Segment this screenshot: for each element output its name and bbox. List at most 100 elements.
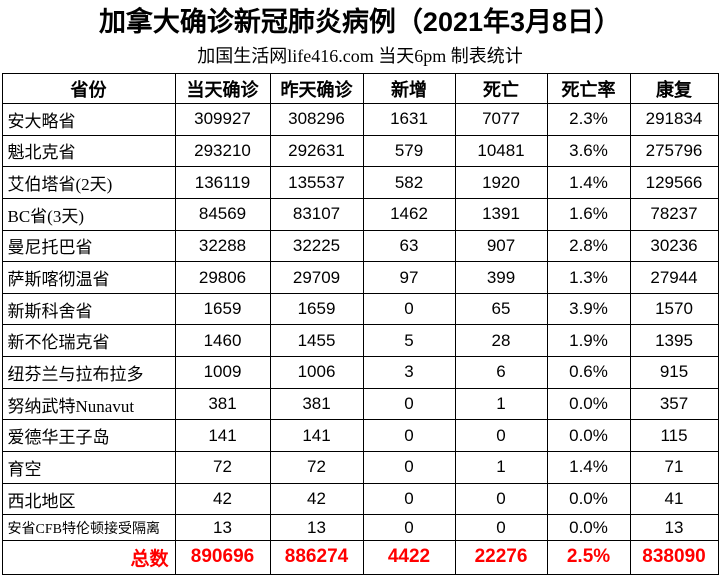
value-cell: 399	[454, 261, 548, 294]
province-cell: 萨斯喀彻温省	[1, 261, 176, 294]
province-cell: 努纳武特Nunavut	[1, 387, 176, 421]
value-cell: 1460	[174, 324, 271, 358]
total-label: 总数	[1, 539, 176, 576]
value-cell: 1.3%	[546, 261, 631, 294]
value-cell: 97	[362, 261, 456, 294]
value-cell: 915	[629, 356, 719, 389]
value-cell: 0	[362, 387, 456, 421]
value-cell: 1462	[362, 197, 456, 231]
total-value-cell: 890696	[174, 539, 271, 576]
value-cell: 28	[454, 324, 548, 358]
value-cell: 83107	[269, 197, 364, 231]
value-cell: 0.0%	[546, 514, 631, 541]
value-cell: 1631	[362, 103, 456, 136]
table-body: 安大略省 309927 308296 1631 7077 2.3% 291834 魁北克省 29…	[1, 103, 719, 576]
value-cell: 293210	[174, 134, 271, 168]
province-cell: 曼尼托巴省	[1, 229, 176, 263]
table-row: 曼尼托巴省 32288 32225 63 907 2.8% 30236	[1, 229, 719, 263]
value-cell: 42	[269, 482, 364, 516]
value-cell: 0	[362, 292, 456, 326]
value-cell: 381	[269, 387, 364, 421]
value-cell: 2.8%	[546, 229, 631, 263]
table-row: 萨斯喀彻温省 29806 29709 97 399 1.3% 27944	[1, 261, 719, 294]
value-cell: 0	[362, 451, 456, 484]
value-cell: 6	[454, 356, 548, 389]
value-cell: 30236	[629, 229, 719, 263]
table-row: 努纳武特Nunavut 381 381 0 1 0.0% 357	[1, 387, 719, 421]
total-value-cell: 886274	[269, 539, 364, 576]
value-cell: 0	[362, 482, 456, 516]
value-cell: 13	[269, 514, 364, 541]
value-cell: 579	[362, 134, 456, 168]
value-cell: 5	[362, 324, 456, 358]
value-cell: 29806	[174, 261, 271, 294]
value-cell: 115	[629, 419, 719, 453]
value-cell: 309927	[174, 103, 271, 136]
value-cell: 0	[362, 514, 456, 541]
table-row: 爱德华王子岛 141 141 0 0 0.0% 115	[1, 419, 719, 453]
value-cell: 10481	[454, 134, 548, 168]
column-header-1: 当天确诊	[174, 73, 271, 104]
column-header-2: 昨天确诊	[269, 73, 364, 104]
value-cell: 291834	[629, 103, 719, 136]
province-cell: 育空	[1, 451, 176, 484]
column-header-4: 死亡	[454, 73, 548, 104]
value-cell: 1.9%	[546, 324, 631, 358]
value-cell: 13	[629, 514, 719, 541]
total-value-cell: 22276	[454, 539, 548, 576]
value-cell: 2.3%	[546, 103, 631, 136]
value-cell: 13	[174, 514, 271, 541]
value-cell: 1.4%	[546, 166, 631, 199]
value-cell: 0	[454, 482, 548, 516]
value-cell: 65	[454, 292, 548, 326]
column-header-0: 省份	[1, 73, 176, 104]
province-cell: 爱德华王子岛	[1, 419, 176, 453]
province-cell: 魁北克省	[1, 134, 176, 168]
value-cell: 582	[362, 166, 456, 199]
value-cell: 32225	[269, 229, 364, 263]
province-cell: 纽芬兰与拉布拉多	[1, 356, 176, 389]
total-value-cell: 4422	[362, 539, 456, 576]
table-row: 艾伯塔省(2天) 136119 135537 582 1920 1.4% 129566	[1, 166, 719, 199]
province-cell: 新斯科舍省	[1, 292, 176, 326]
value-cell: 1	[454, 387, 548, 421]
table-row: 西北地区 42 42 0 0 0.0% 41	[1, 482, 719, 516]
value-cell: 7077	[454, 103, 548, 136]
page-title: 加拿大确诊新冠肺炎病例（2021年3月8日）	[98, 7, 622, 37]
value-cell: 1.4%	[546, 451, 631, 484]
column-header-6: 康复	[629, 73, 719, 104]
value-cell: 141	[269, 419, 364, 453]
value-cell: 0	[454, 514, 548, 541]
province-cell: 艾伯塔省(2天)	[1, 166, 176, 199]
column-header-5: 死亡率	[546, 73, 631, 104]
column-header-3: 新增	[362, 73, 456, 104]
value-cell: 3.9%	[546, 292, 631, 326]
value-cell: 1006	[269, 356, 364, 389]
value-cell: 0.0%	[546, 419, 631, 453]
table-row: 育空 72 72 0 1 1.4% 71	[1, 451, 719, 484]
value-cell: 0.6%	[546, 356, 631, 389]
value-cell: 1920	[454, 166, 548, 199]
total-row: 总数 890696 886274 4422 22276 2.5% 838090	[1, 539, 719, 576]
value-cell: 1570	[629, 292, 719, 326]
value-cell: 27944	[629, 261, 719, 294]
table-row: 新斯科舍省 1659 1659 0 65 3.9% 1570	[1, 292, 719, 326]
value-cell: 0.0%	[546, 387, 631, 421]
province-cell: 新不伦瑞克省	[1, 324, 176, 358]
table-header-row: 省份 当天确诊 昨天确诊 新增 死亡 死亡率 康复	[1, 73, 719, 104]
table-row: 新不伦瑞克省 1460 1455 5 28 1.9% 1395	[1, 324, 719, 358]
value-cell: 84569	[174, 197, 271, 231]
value-cell: 275796	[629, 134, 719, 168]
value-cell: 1.6%	[546, 197, 631, 231]
province-cell: 安大略省	[1, 103, 176, 136]
total-value-cell: 838090	[629, 539, 719, 576]
value-cell: 3.6%	[546, 134, 631, 168]
covid-cases-table: 省份 当天确诊 昨天确诊 新增 死亡 死亡率 康复 安大略省 309927 308296 1631…	[1, 73, 719, 576]
page-subtitle: 加国生活网life416.com 当天6pm 制表统计	[197, 46, 523, 66]
table-row: 纽芬兰与拉布拉多 1009 1006 3 6 0.6% 915	[1, 356, 719, 389]
value-cell: 1395	[629, 324, 719, 358]
value-cell: 357	[629, 387, 719, 421]
value-cell: 136119	[174, 166, 271, 199]
value-cell: 0	[454, 419, 548, 453]
